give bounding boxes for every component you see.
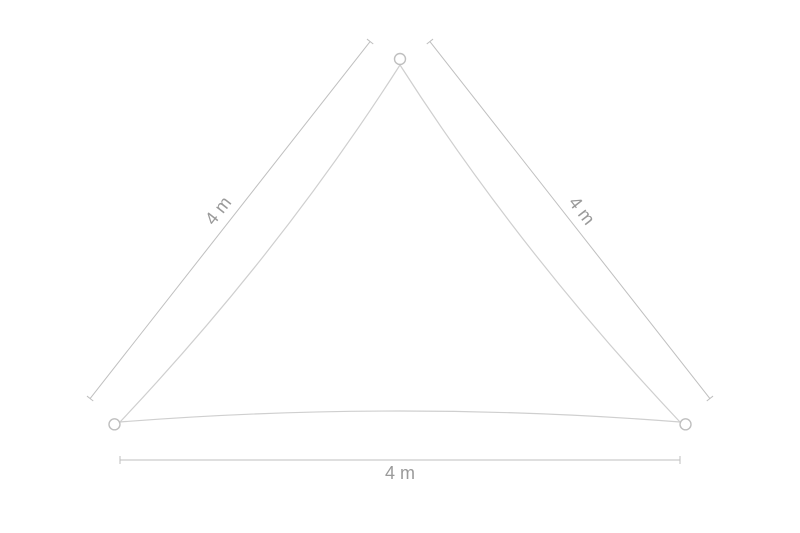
corner-ring-bottom-right [680,419,691,430]
corner-ring-top [395,54,406,65]
shade-sail-triangle [120,65,680,422]
dimension-bottom-label: 4 m [385,463,415,483]
diagram-stage: 4 m 4 m 4 m [0,0,800,533]
dimension-left-label: 4 m [201,193,235,229]
diagram-svg: 4 m 4 m 4 m [0,0,800,533]
corner-ring-bottom-left [109,419,120,430]
dimension-bottom: 4 m [120,456,680,483]
dimension-right-label: 4 m [565,193,599,229]
